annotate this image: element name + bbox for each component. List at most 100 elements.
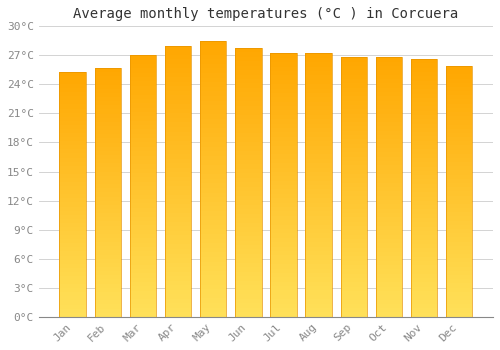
Bar [340, 96, 367, 100]
Bar [306, 229, 332, 233]
Bar [200, 266, 226, 271]
Bar [60, 108, 86, 113]
Bar [270, 150, 296, 154]
Bar [200, 91, 226, 96]
Bar [94, 201, 121, 205]
Bar [200, 252, 226, 257]
Bar [200, 179, 226, 183]
Bar [376, 247, 402, 252]
Bar [411, 180, 438, 184]
Bar [200, 243, 226, 248]
Bar [94, 113, 121, 118]
Bar [200, 220, 226, 225]
Bar [376, 269, 402, 274]
Bar [235, 79, 262, 84]
Bar [270, 75, 296, 80]
Bar [446, 279, 472, 284]
Bar [200, 105, 226, 110]
Bar [130, 313, 156, 317]
Bar [306, 216, 332, 220]
Bar [130, 177, 156, 182]
Bar [376, 282, 402, 287]
Bar [306, 146, 332, 150]
Bar [200, 114, 226, 119]
Bar [270, 282, 296, 286]
Bar [270, 71, 296, 75]
Bar [270, 286, 296, 290]
Bar [376, 222, 402, 226]
Bar [306, 66, 332, 71]
Bar [165, 245, 191, 249]
Bar [446, 145, 472, 149]
Bar [235, 151, 262, 155]
Bar [446, 158, 472, 162]
Bar [165, 303, 191, 308]
Bar [165, 208, 191, 213]
Bar [60, 215, 86, 219]
Bar [270, 106, 296, 111]
Bar [446, 179, 472, 183]
Bar [200, 46, 226, 50]
Bar [165, 276, 191, 281]
Bar [94, 89, 121, 93]
Bar [60, 292, 86, 296]
Bar [411, 265, 438, 270]
Bar [446, 254, 472, 258]
Bar [306, 54, 332, 58]
Bar [411, 304, 438, 308]
Bar [411, 102, 438, 106]
Bar [411, 300, 438, 304]
Bar [446, 149, 472, 154]
Bar [446, 225, 472, 229]
Bar [340, 217, 367, 222]
Bar [94, 254, 121, 259]
Bar [306, 137, 332, 141]
Bar [165, 253, 191, 258]
Bar [130, 278, 156, 282]
Bar [235, 191, 262, 196]
Bar [60, 264, 86, 268]
Bar [446, 74, 472, 78]
Bar [200, 202, 226, 206]
Bar [270, 242, 296, 246]
Bar [376, 148, 402, 153]
Bar [270, 172, 296, 176]
Bar [200, 308, 226, 312]
Bar [60, 211, 86, 215]
Bar [306, 256, 332, 260]
Bar [60, 133, 86, 137]
Bar [60, 76, 86, 80]
Bar [340, 282, 367, 287]
Bar [60, 251, 86, 256]
Bar [94, 193, 121, 196]
Bar [340, 157, 367, 161]
Bar [60, 166, 86, 170]
Bar [340, 92, 367, 96]
Bar [446, 104, 472, 108]
Bar [94, 217, 121, 222]
Bar [60, 202, 86, 206]
Bar [130, 142, 156, 147]
Bar [306, 290, 332, 295]
Bar [94, 163, 121, 167]
Bar [60, 129, 86, 133]
Bar [446, 313, 472, 317]
Bar [200, 183, 226, 188]
Bar [200, 138, 226, 142]
Bar [446, 241, 472, 246]
Bar [130, 265, 156, 269]
Bar [446, 217, 472, 220]
Bar [270, 115, 296, 119]
Bar [340, 126, 367, 131]
Bar [235, 84, 262, 88]
Bar [200, 119, 226, 124]
Bar [130, 112, 156, 116]
Bar [270, 189, 296, 194]
Bar [130, 212, 156, 217]
Bar [376, 213, 402, 217]
Bar [411, 124, 438, 128]
Bar [306, 203, 332, 207]
Bar [130, 299, 156, 304]
Bar [411, 218, 438, 222]
Bar [306, 102, 332, 106]
